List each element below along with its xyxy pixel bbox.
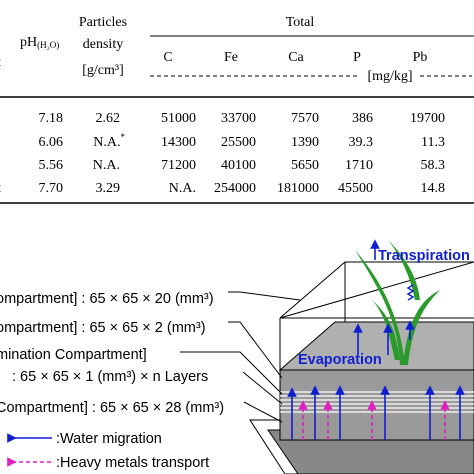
compartment-label: mination Compartment] [0, 347, 147, 363]
leaders [180, 291, 301, 423]
cell: 71200 [161, 158, 196, 173]
cell: 1710 [345, 158, 373, 173]
cell: 11.3 [421, 135, 445, 150]
vapor [406, 284, 415, 301]
cell: 40100 [221, 158, 256, 173]
cell-note: * [121, 132, 126, 142]
cell: 254000 [214, 181, 256, 196]
cell: 6.06 [39, 135, 64, 150]
col-header-sub: (H₂O) [37, 40, 59, 50]
col-header: density [83, 37, 123, 52]
soil-top [278, 321, 474, 371]
legend-label: :Heavy metals transport [56, 455, 209, 471]
cell: N.A. [169, 181, 196, 196]
compartment-label: ompartment] : 65 × 65 × 2 (mm³) [0, 320, 206, 336]
compartment-label: : 65 × 65 × 1 (mm³) × n Layers [12, 369, 208, 385]
cell: 7.70 [39, 181, 64, 196]
compartment-label: Compartment] : 65 × 65 × 28 (mm³) [0, 400, 224, 416]
metal-arrow [298, 400, 450, 440]
water-arrow [287, 239, 465, 440]
cell: 25500 [221, 135, 256, 150]
col-header: Pb [413, 50, 428, 65]
legend-label: :Water migration [56, 431, 162, 447]
table: t pH(H₂O) Particles density [g/cm³] Tota… [0, 15, 474, 204]
col-header: P [353, 50, 361, 65]
unit: [mg/kg] [367, 69, 412, 84]
cell: 51000 [161, 111, 196, 126]
cell: 5.56 [39, 158, 64, 173]
col-header: pH [20, 35, 37, 50]
col-header: Ca [288, 50, 304, 65]
cell: 14300 [161, 135, 196, 150]
compartment-label: ompartment] : 65 × 65 × 20 (mm³) [0, 291, 214, 307]
cell: 14.8 [421, 181, 446, 196]
col-header: Particles [79, 15, 127, 30]
cell: 7570 [291, 111, 319, 126]
cell: 181000 [277, 181, 319, 196]
cell: N.A.* [93, 132, 125, 150]
cell: 3.29 [96, 181, 121, 196]
diagram: Transpiration Evaporation ompartment] : … [0, 239, 474, 474]
col-header: pH(H₂O) [20, 35, 59, 50]
cell: 1390 [291, 135, 319, 150]
group-header: Total [286, 15, 315, 30]
row-label: t [0, 181, 1, 196]
col-header: [g/cm³] [82, 63, 124, 78]
evaporation-label: Evaporation [298, 352, 382, 368]
cell: 45500 [338, 181, 373, 196]
cell: 2.62 [96, 111, 121, 126]
cell: 5650 [291, 158, 319, 173]
transpiration-label: Transpiration [378, 248, 470, 264]
cell: 386 [352, 111, 373, 126]
cell: 7.18 [39, 111, 64, 126]
cell-text: N.A. [93, 135, 120, 150]
cell: N.A. [93, 158, 120, 173]
box [279, 261, 474, 319]
cell: 33700 [221, 111, 256, 126]
cell: 39.3 [349, 135, 374, 150]
cell: 19700 [410, 111, 445, 126]
col-header: Fe [224, 50, 238, 65]
col-header: C [163, 50, 172, 65]
header-fragment: t [0, 55, 1, 70]
cell: 58.3 [421, 158, 446, 173]
